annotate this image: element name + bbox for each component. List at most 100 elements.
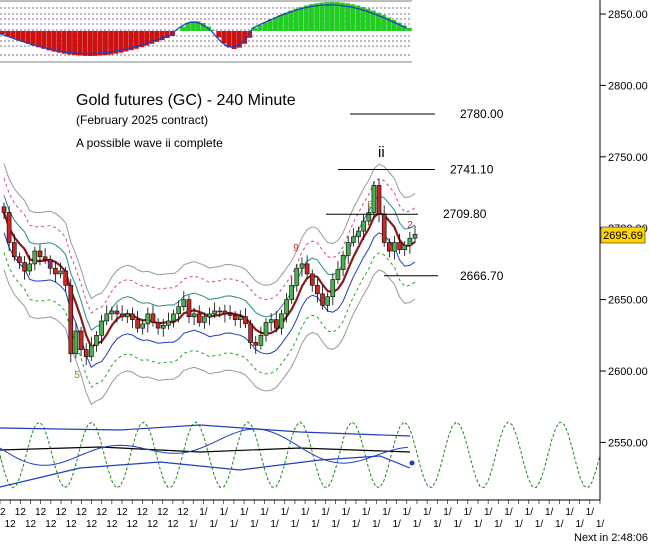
candle-body (320, 293, 325, 306)
histogram-bar (144, 31, 150, 46)
count-label: 2 (407, 220, 413, 231)
histogram-bar (180, 26, 186, 31)
candle-body (212, 310, 217, 315)
histogram-bar (386, 17, 392, 31)
histogram-bar (159, 31, 165, 40)
candle-body (135, 319, 140, 329)
candle-body (104, 313, 110, 322)
histogram-bar (293, 8, 299, 31)
histogram-bar (252, 27, 258, 31)
histogram-bar (25, 31, 31, 44)
histogram-bar (370, 10, 376, 31)
price-panel: 2780.00 2741.10 2709.80 2666.70 9 5 9 5 2 (1, 107, 504, 406)
x-tick-label: 12 (5, 519, 17, 530)
cycle-wave (0, 421, 601, 489)
cycle-mid-line (0, 446, 411, 453)
histogram-bar (360, 7, 366, 31)
histogram-bar (36, 31, 41, 48)
y-tick-label: 2800.00 (608, 80, 648, 92)
candle-body (386, 242, 392, 252)
x-tick-label: 1/ (392, 519, 401, 530)
candle-body (217, 310, 223, 313)
histogram-bar (391, 20, 397, 31)
x-tick-label: 1/ (220, 507, 229, 518)
y-tick-label: 2550.00 (608, 437, 648, 449)
x-tick-label: 12 (127, 519, 139, 530)
histogram-bar (288, 10, 294, 31)
histogram-bar (216, 31, 222, 38)
histogram-bar (123, 31, 129, 52)
candle-body (222, 310, 228, 315)
candle-body (37, 250, 43, 257)
candle-body (161, 324, 166, 329)
histogram-bar (345, 3, 350, 32)
candle-body (356, 230, 361, 238)
y-tick-label: 2600.00 (608, 366, 648, 378)
y-tick-label: 2750.00 (608, 152, 648, 164)
histogram-bar (118, 31, 124, 53)
candle-body (371, 185, 377, 213)
histogram-bar (231, 31, 237, 49)
x-tick-label: 12 (157, 507, 169, 518)
histogram-bar (303, 5, 309, 31)
candle-body (227, 313, 233, 316)
candle-body (361, 220, 366, 232)
next-bar-countdown: Next in 2:48:06 (574, 532, 648, 544)
candle-body (397, 242, 402, 250)
candle-body (402, 245, 408, 250)
momentum-histogram-panel (0, 0, 412, 63)
histogram-bar (46, 31, 52, 51)
histogram-bar (5, 31, 11, 36)
candle-body (243, 316, 248, 325)
count-label: 9 (47, 260, 53, 271)
count-label: 9 (293, 243, 299, 254)
histogram-bar (72, 31, 77, 56)
candle-body (381, 213, 387, 243)
x-tick-label: 12 (0, 507, 6, 518)
count-label: 5 (74, 370, 80, 381)
candle-body (191, 313, 197, 318)
histogram-bar (365, 8, 371, 31)
x-tick-label: 1/ (535, 519, 544, 530)
candle-body (186, 299, 192, 318)
histogram-bar (133, 31, 139, 49)
price-level-label: 2709.80 (443, 207, 487, 221)
candle-body (253, 342, 258, 346)
x-tick-label: 1/ (514, 519, 523, 530)
histogram-bar (376, 12, 381, 31)
candle-body (22, 262, 27, 272)
chart-annotation: A possible wave ii complete (76, 136, 223, 150)
cycle-upper-line (0, 424, 411, 437)
price-level-label: 2666.70 (460, 269, 504, 283)
x-tick-label: 1/ (291, 519, 300, 530)
candle-body (309, 273, 315, 286)
candle-body (330, 279, 336, 298)
histogram-bar (283, 12, 289, 31)
histogram-bar (314, 3, 320, 32)
histogram-bar (113, 31, 119, 54)
candle-body (345, 242, 351, 256)
candle-body (181, 299, 187, 308)
histogram-bar (406, 28, 412, 31)
candle-body (145, 313, 151, 325)
candle-body (258, 334, 264, 346)
x-tick-label: 1/ (575, 519, 584, 530)
candle-body (114, 310, 120, 315)
candle-body (94, 334, 99, 346)
histogram-bar (309, 4, 314, 31)
histogram-bar (267, 19, 273, 31)
x-tick-label: 1/ (240, 507, 249, 518)
candle-body (150, 313, 156, 323)
x-tick-label: 1/ (545, 507, 554, 518)
x-tick-label: 1/ (596, 519, 605, 530)
candle-body (78, 330, 84, 350)
cycle-current-dot (409, 460, 415, 466)
candle-body (284, 299, 289, 315)
histogram-bar (278, 15, 283, 31)
candle-body (53, 267, 58, 275)
candle-body (155, 322, 161, 329)
candle-body (176, 306, 181, 315)
x-tick-label: 1/ (352, 519, 361, 530)
